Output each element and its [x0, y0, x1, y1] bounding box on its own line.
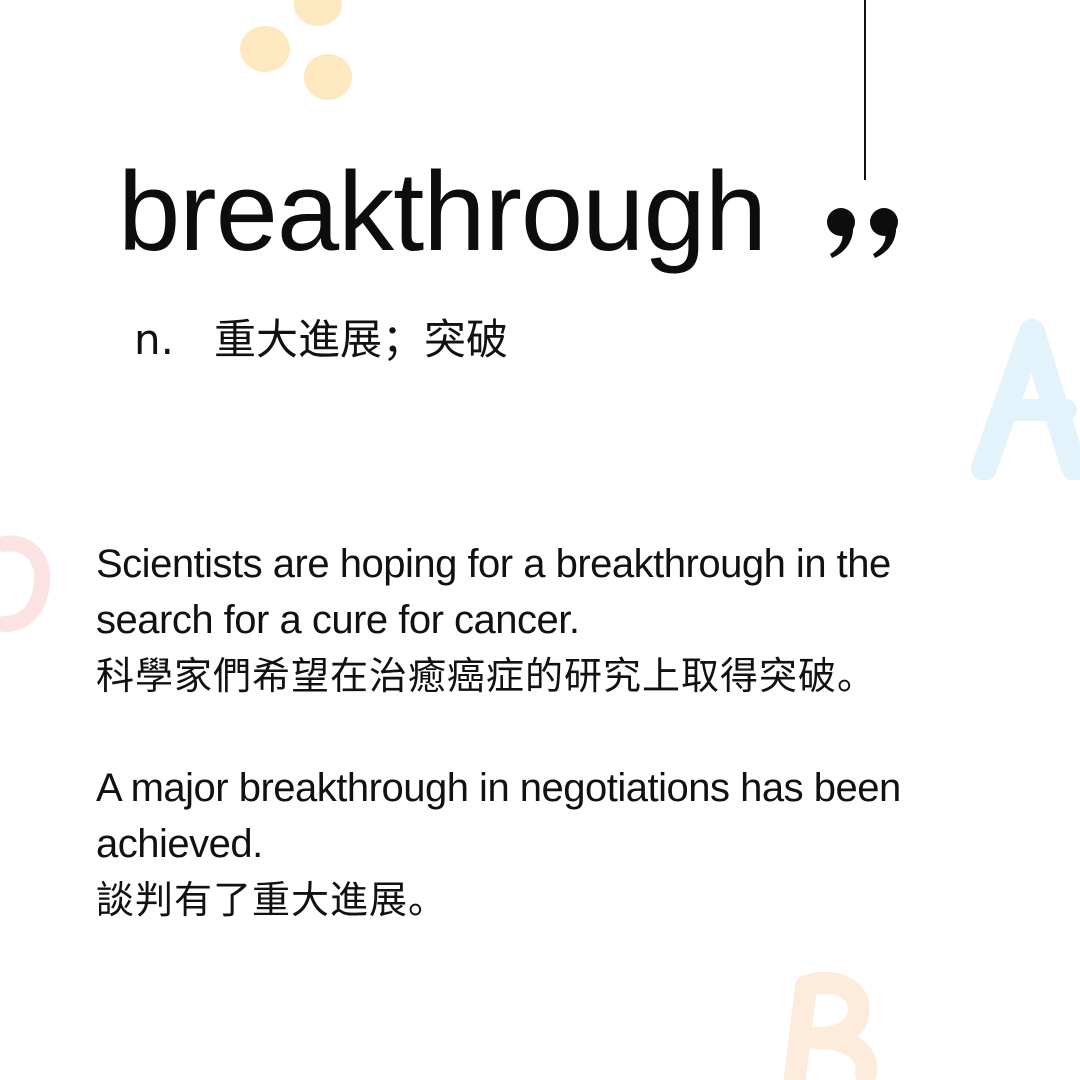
closing-quote-icon: [827, 208, 898, 258]
divider-line: [864, 0, 866, 180]
definition-text: 重大進展；突破: [214, 315, 509, 364]
part-of-speech: n.: [134, 315, 174, 364]
example-2-chinese: 談判有了重大進展。: [96, 878, 448, 922]
definition-line: n. 重大進展；突破: [134, 314, 508, 366]
dots-icon: [0, 0, 360, 110]
letter-b-watermark: [783, 971, 878, 1080]
example-2: A major breakthrough in negotiations has…: [96, 760, 1016, 928]
example-1-english: Scientists are hoping for a breakthrough…: [96, 542, 891, 642]
examples: Scientists are hoping for a breakthrough…: [96, 536, 1016, 984]
letter-a-watermark: [971, 319, 1080, 480]
example-1: Scientists are hoping for a breakthrough…: [96, 536, 1016, 704]
letter-c-watermark: [0, 535, 51, 632]
headword: breakthrough: [118, 149, 767, 274]
example-2-english: A major breakthrough in negotiations has…: [96, 766, 901, 866]
example-1-chinese: 科學家們希望在治癒癌症的研究上取得突破。: [96, 654, 877, 698]
